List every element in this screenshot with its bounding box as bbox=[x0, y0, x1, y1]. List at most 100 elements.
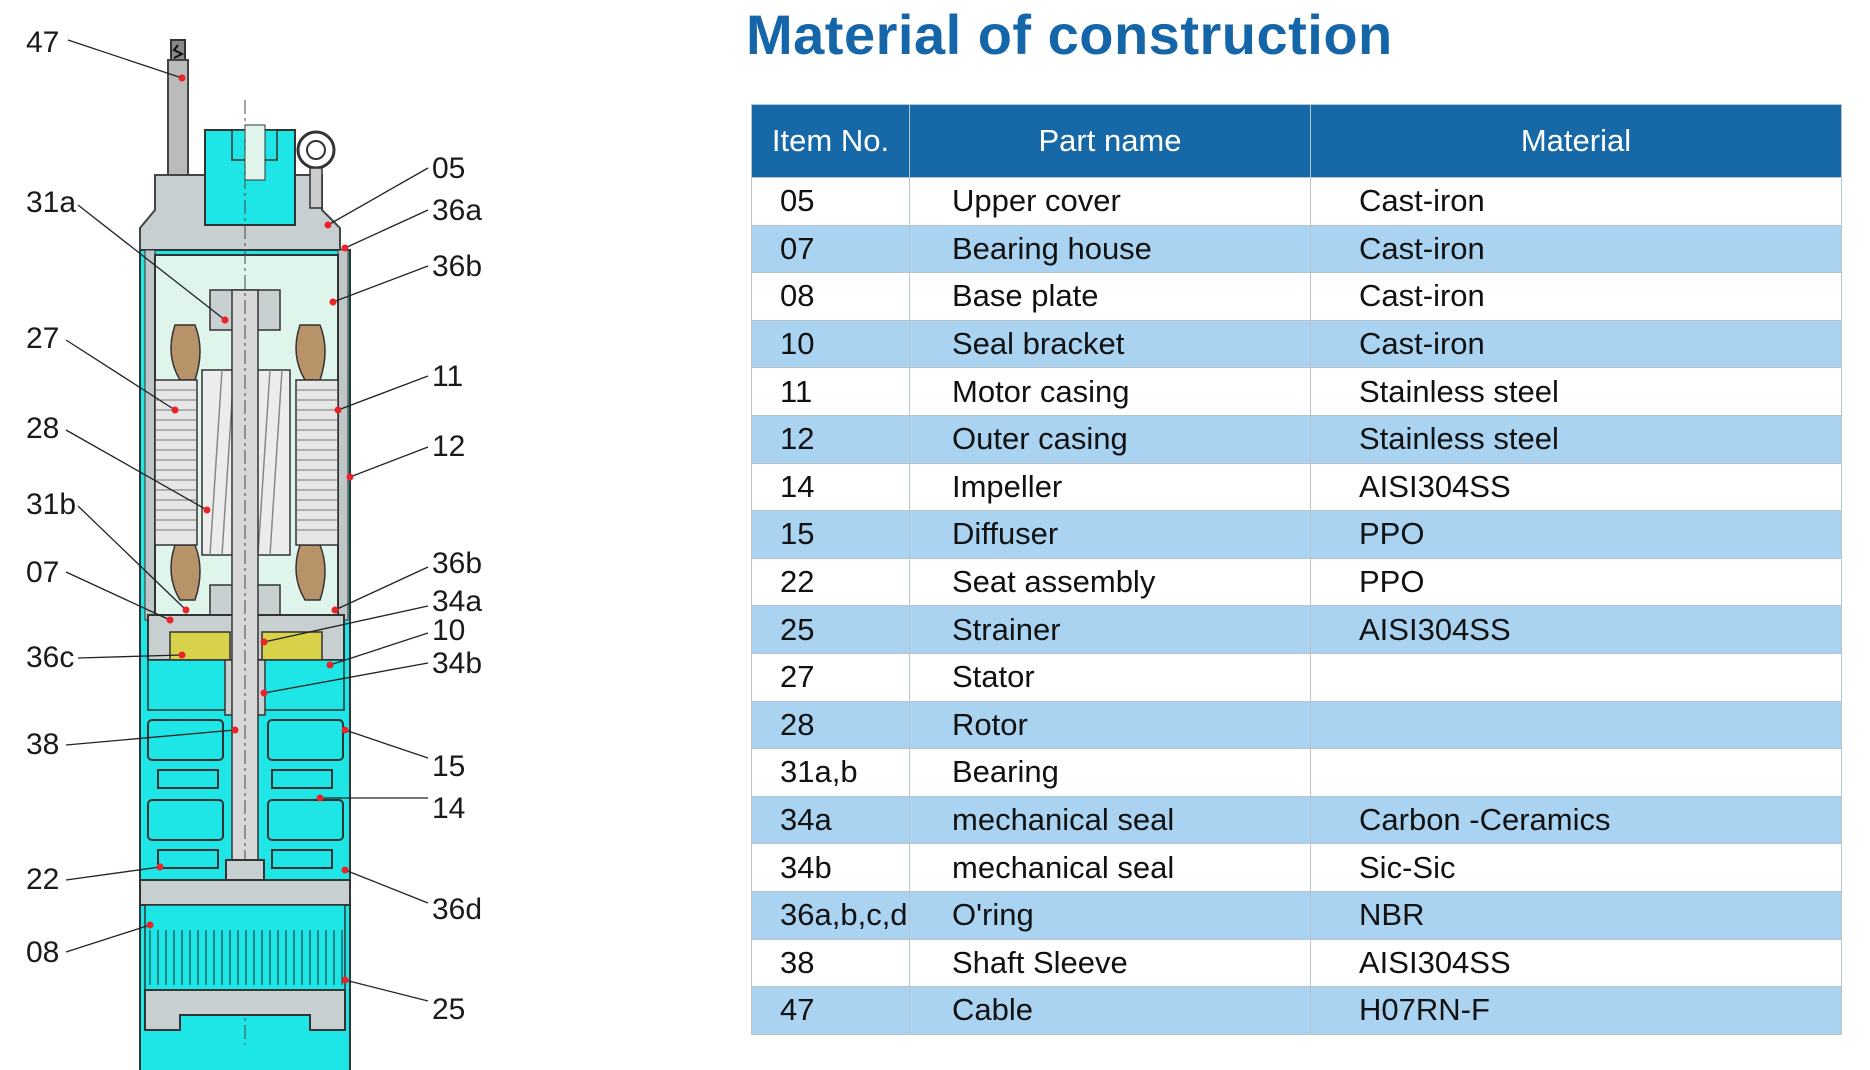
item-no-cell: 38 bbox=[751, 938, 910, 988]
material-cell: Stainless steel bbox=[1310, 414, 1842, 464]
part-name-cell: Rotor bbox=[909, 700, 1311, 750]
table-row: 38 Shaft Sleeve AISI304SS bbox=[751, 938, 1842, 988]
item-no-cell: 10 bbox=[751, 319, 910, 369]
strainer bbox=[139, 879, 351, 1031]
pump-stages bbox=[147, 719, 344, 869]
material-cell: AISI304SS bbox=[1310, 938, 1842, 988]
item-no-cell: 12 bbox=[751, 414, 910, 464]
callout-label: 34a bbox=[432, 585, 482, 618]
callout-label: 25 bbox=[432, 993, 465, 1026]
item-no-cell: 22 bbox=[751, 557, 910, 607]
item-no-cell: 36a,b,c,d bbox=[751, 890, 910, 940]
material-cell bbox=[1310, 748, 1842, 797]
table-row: 34b mechanical seal Sic-Sic bbox=[751, 843, 1842, 892]
table-row: 10 Seal bracket Cast-iron bbox=[751, 319, 1842, 369]
material-cell: AISI304SS bbox=[1310, 605, 1842, 654]
part-name-cell: Upper cover bbox=[909, 177, 1311, 226]
part-name-cell: Base plate bbox=[909, 272, 1311, 321]
callout-label: 10 bbox=[432, 614, 465, 647]
material-cell bbox=[1310, 700, 1842, 750]
material-cell: Cast-iron bbox=[1310, 224, 1842, 274]
item-no-cell: 34a bbox=[751, 795, 910, 845]
table-row: 07 Bearing house Cast-iron bbox=[751, 224, 1842, 274]
callout-label: 15 bbox=[432, 750, 465, 783]
material-cell: PPO bbox=[1310, 510, 1842, 559]
leader-lines bbox=[65, 39, 429, 1002]
material-cell: Sic-Sic bbox=[1310, 843, 1842, 892]
item-no-cell: 11 bbox=[751, 367, 910, 416]
callout-label: 12 bbox=[432, 430, 465, 463]
callout-label: 28 bbox=[26, 412, 59, 445]
callout-label: 36a bbox=[432, 194, 482, 227]
table-row: 08 Base plate Cast-iron bbox=[751, 272, 1842, 321]
item-no-cell: 08 bbox=[751, 272, 910, 321]
callout-label: 22 bbox=[26, 863, 59, 896]
header-part-name: Part name bbox=[909, 104, 1311, 178]
callout-label: 07 bbox=[26, 556, 59, 589]
item-no-cell: 27 bbox=[751, 652, 910, 702]
part-name-cell: Seal bracket bbox=[909, 319, 1311, 369]
pump-cross-section-diagram: 47 31a 27 28 31b 07 36c 38 22 08 05 36a … bbox=[0, 0, 620, 1070]
table-row: 11 Motor casing Stainless steel bbox=[751, 367, 1842, 416]
table-row: 25 Strainer AISI304SS bbox=[751, 605, 1842, 654]
item-no-cell: 15 bbox=[751, 510, 910, 559]
callout-label: 34b bbox=[432, 647, 482, 680]
table-row: 36a,b,c,d O'ring NBR bbox=[751, 890, 1842, 940]
table-row: 47 Cable H07RN-F bbox=[751, 986, 1842, 1035]
item-no-cell: 28 bbox=[751, 700, 910, 750]
item-no-cell: 25 bbox=[751, 605, 910, 654]
header-material: Material bbox=[1310, 104, 1842, 178]
table-row: 31a,b Bearing bbox=[751, 748, 1842, 797]
part-name-cell: Bearing bbox=[909, 748, 1311, 797]
table-header-row: Item No. Part name Material bbox=[751, 104, 1842, 178]
table-row: 15 Diffuser PPO bbox=[751, 510, 1842, 559]
upper-cover bbox=[139, 124, 341, 251]
material-cell bbox=[1310, 652, 1842, 702]
callout-label: 47 bbox=[26, 26, 59, 59]
table-row: 05 Upper cover Cast-iron bbox=[751, 177, 1842, 226]
table-row: 34a mechanical seal Carbon -Ceramics bbox=[751, 795, 1842, 845]
part-name-cell: Strainer bbox=[909, 605, 1311, 654]
callout-label: 31b bbox=[26, 488, 76, 521]
callout-label: 08 bbox=[26, 936, 59, 969]
item-no-cell: 14 bbox=[751, 462, 910, 512]
item-no-cell: 47 bbox=[751, 986, 910, 1035]
material-cell: H07RN-F bbox=[1310, 986, 1842, 1035]
callout-label: 14 bbox=[432, 792, 465, 825]
callout-label: 38 bbox=[26, 728, 59, 761]
part-name-cell: Seat assembly bbox=[909, 557, 1311, 607]
material-cell: Cast-iron bbox=[1310, 272, 1842, 321]
material-cell: Cast-iron bbox=[1310, 177, 1842, 226]
item-no-cell: 07 bbox=[751, 224, 910, 274]
callout-label: 11 bbox=[432, 360, 463, 393]
table-row: 22 Seat assembly PPO bbox=[751, 557, 1842, 607]
item-no-cell: 05 bbox=[751, 177, 910, 226]
table-row: 12 Outer casing Stainless steel bbox=[751, 414, 1842, 464]
item-no-cell: 34b bbox=[751, 843, 910, 892]
material-cell: NBR bbox=[1310, 890, 1842, 940]
part-name-cell: Outer casing bbox=[909, 414, 1311, 464]
part-name-cell: Bearing house bbox=[909, 224, 1311, 274]
material-cell: Stainless steel bbox=[1310, 367, 1842, 416]
callout-label: 36b bbox=[432, 547, 482, 580]
callout-label: 36b bbox=[432, 250, 482, 283]
part-name-cell: mechanical seal bbox=[909, 795, 1311, 845]
part-name-cell: Shaft Sleeve bbox=[909, 938, 1311, 988]
part-name-cell: Stator bbox=[909, 652, 1311, 702]
material-cell: PPO bbox=[1310, 557, 1842, 607]
part-name-cell: mechanical seal bbox=[909, 843, 1311, 892]
callout-label: 36d bbox=[432, 893, 482, 926]
part-name-cell: Cable bbox=[909, 986, 1311, 1035]
material-cell: Cast-iron bbox=[1310, 319, 1842, 369]
page-title: Material of construction bbox=[746, 3, 1393, 66]
part-name-cell: Diffuser bbox=[909, 510, 1311, 559]
materials-table: Item No. Part name Material 05 Upper cov… bbox=[751, 104, 1842, 1035]
callout-label: 27 bbox=[26, 322, 59, 355]
material-cell: Carbon -Ceramics bbox=[1310, 795, 1842, 845]
table-row: 14 Impeller AISI304SS bbox=[751, 462, 1842, 512]
item-no-cell: 31a,b bbox=[751, 748, 910, 797]
header-item-no: Item No. bbox=[751, 104, 910, 178]
material-cell: AISI304SS bbox=[1310, 462, 1842, 512]
callout-label: 05 bbox=[432, 152, 465, 185]
part-name-cell: Impeller bbox=[909, 462, 1311, 512]
